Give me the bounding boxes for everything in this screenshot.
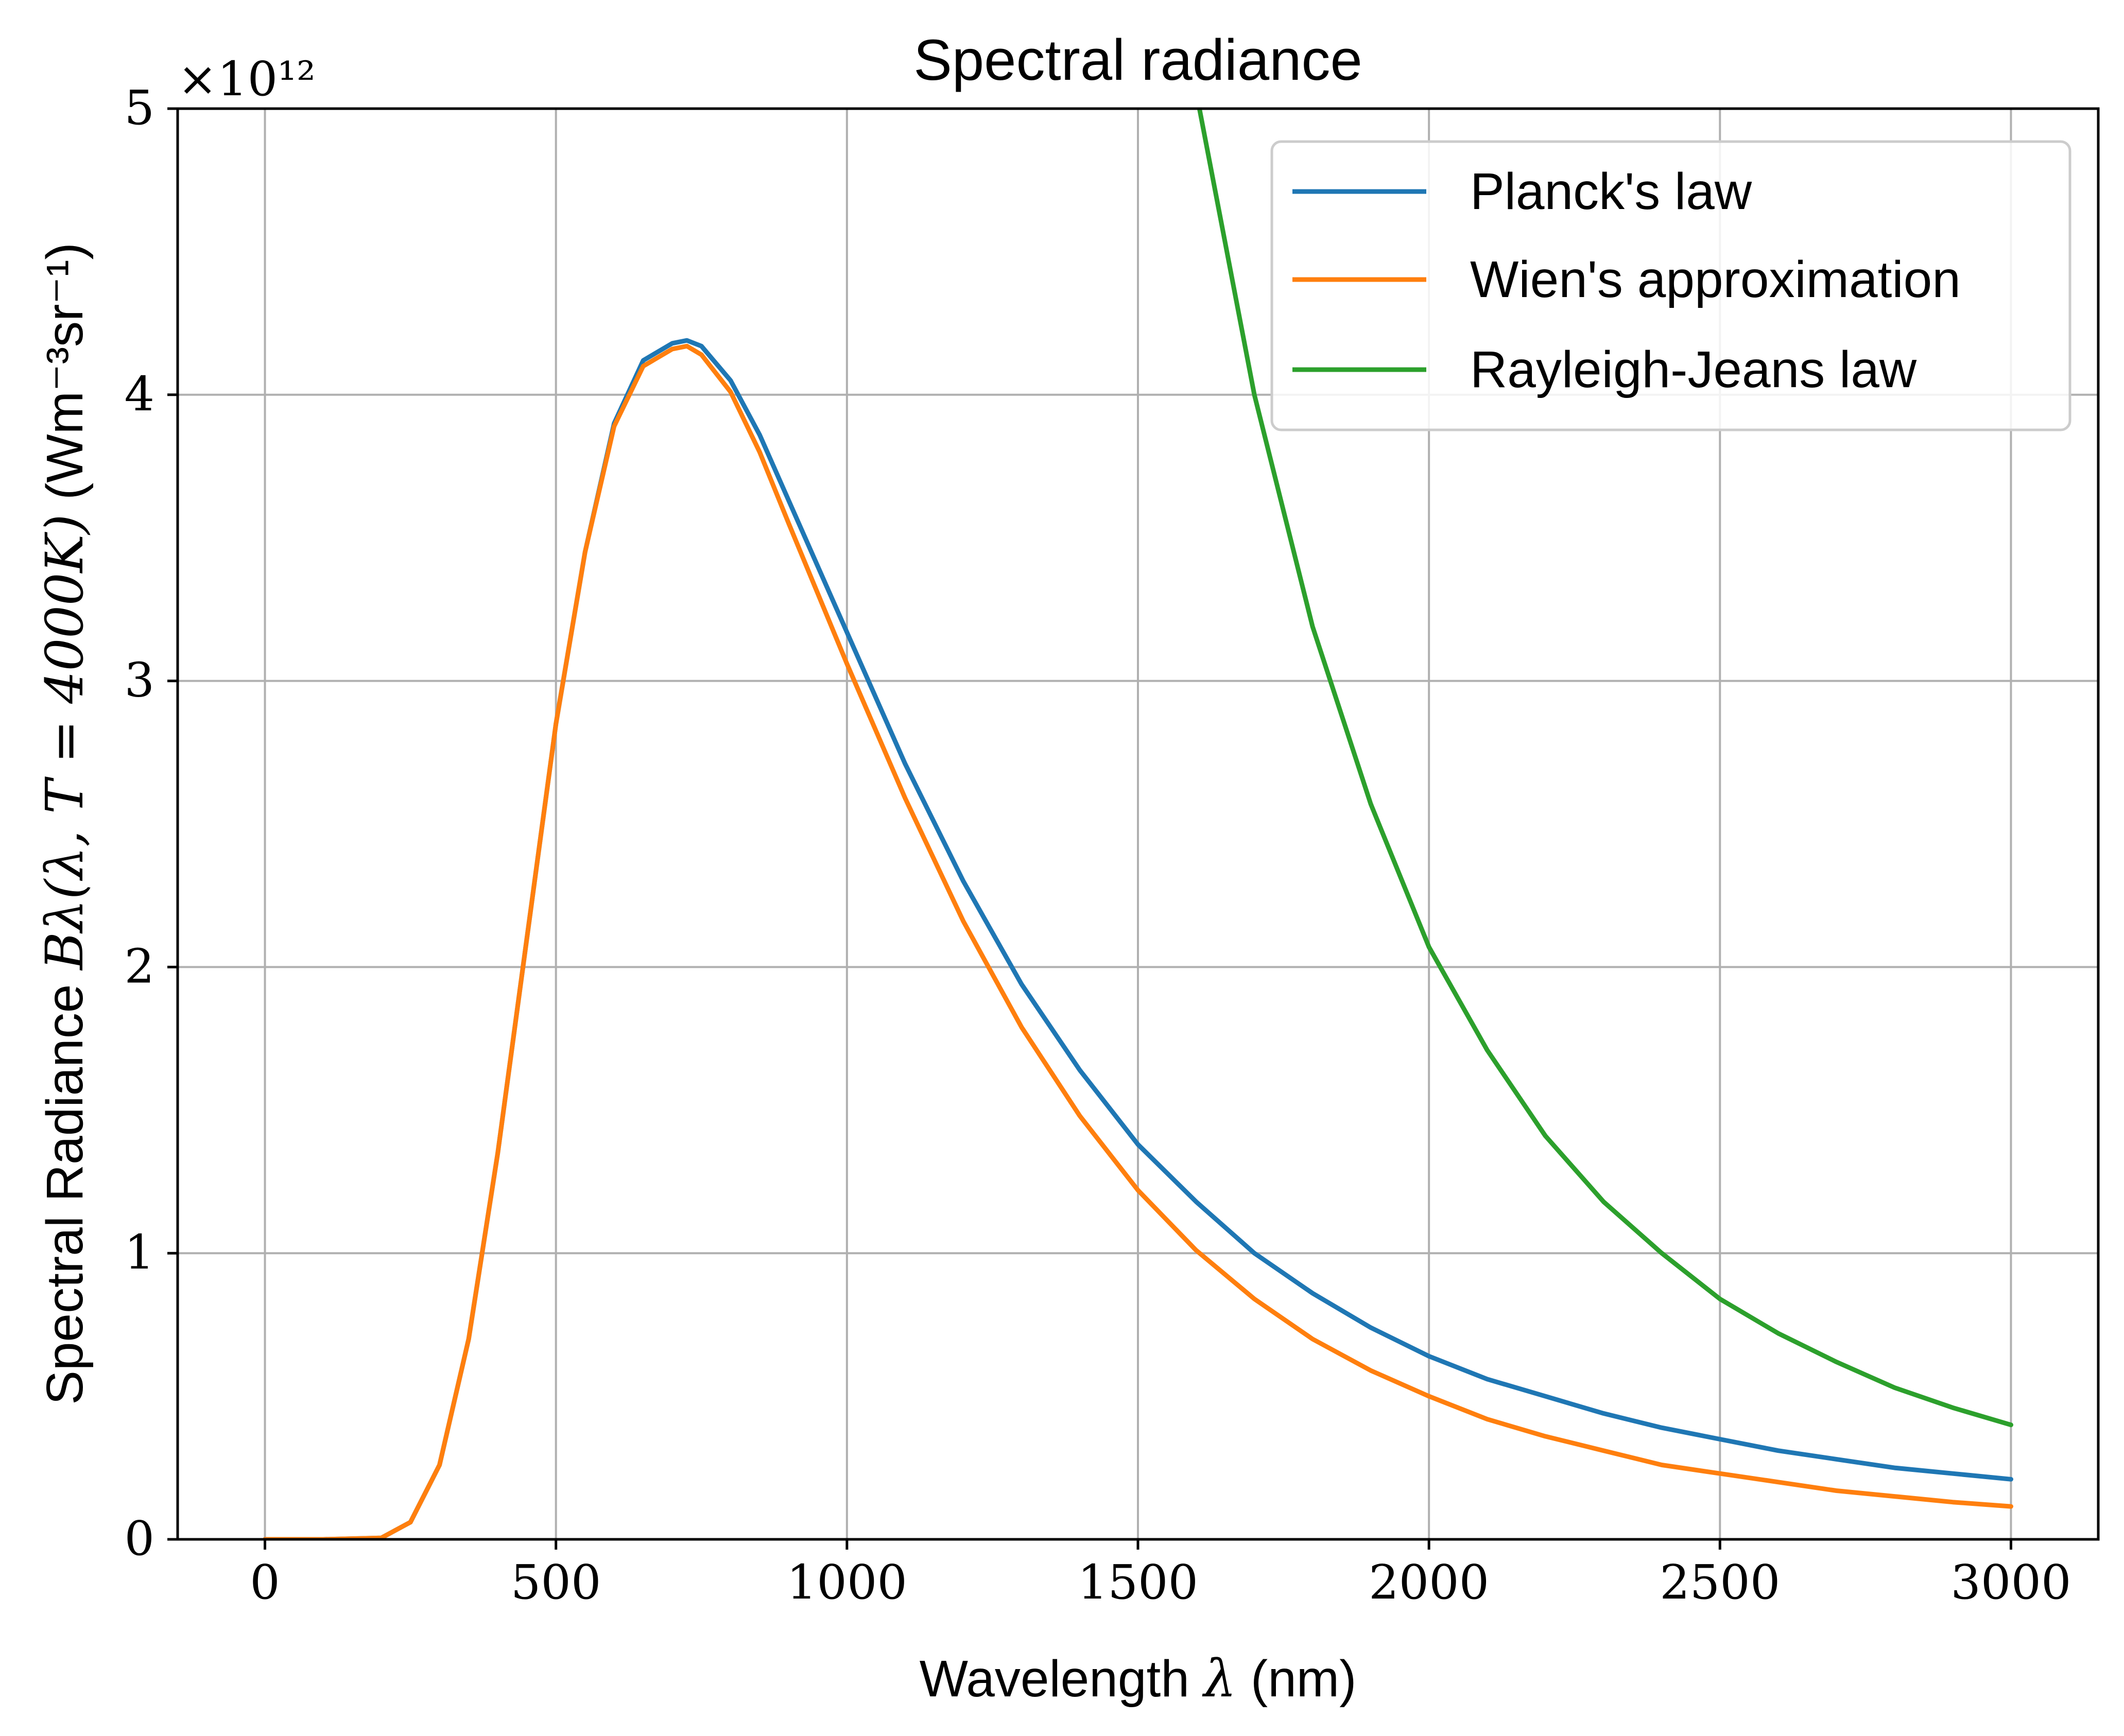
y-axis-label: Spectral Radiance Bλ(λ, T = 4000K) (Wm⁻³… <box>34 242 95 1405</box>
legend-label-planck: Planck's law <box>1470 163 1752 220</box>
x-tick-label: 2500 <box>1660 1555 1780 1610</box>
x-tick-label: 0 <box>250 1555 280 1610</box>
x-tick-label: 500 <box>511 1555 601 1610</box>
y-tick-label: 2 <box>124 939 154 994</box>
series-lines <box>263 109 2013 1539</box>
y-multiplier: ×10¹² <box>178 51 316 107</box>
series-line-rayleigh-jeans-law <box>1197 109 2013 1428</box>
x-axis-label-symbol: λ <box>1202 1648 1236 1709</box>
x-axis-label-prefix: Wavelength <box>920 1650 1204 1708</box>
y-axis-label-units: (Wm⁻³sr⁻¹) <box>36 242 94 500</box>
y-tick-label: 5 <box>124 80 154 135</box>
legend-label-rayleigh-jeans: Rayleigh-Jeans law <box>1470 341 1917 398</box>
y-tick-label: 1 <box>124 1225 154 1280</box>
y-tick-label: 0 <box>124 1511 154 1566</box>
x-tick-label: 3000 <box>1950 1555 2071 1610</box>
tick-labels: 0 500 1000 1500 2000 2500 3000 0 1 2 3 4 5 <box>124 80 2071 1610</box>
legend-label-wien: Wien's approximation <box>1470 251 1961 308</box>
x-tick-label: 1500 <box>1078 1555 1198 1610</box>
y-axis-label-space <box>36 500 94 514</box>
x-axis-label: Wavelength λ (nm) <box>920 1648 1357 1709</box>
y-tick-label: 4 <box>124 367 154 422</box>
tick-marks <box>167 107 2012 1550</box>
y-axis-label-prefix: Spectral Radiance <box>36 970 94 1405</box>
legend: Planck's law Wien's approximation Raylei… <box>1270 140 2071 431</box>
legend-box <box>1270 140 2071 431</box>
x-tick-label: 1000 <box>787 1555 907 1610</box>
chart-title: Spectral radiance <box>913 28 1362 92</box>
y-tick-label: 3 <box>124 653 154 708</box>
y-axis-label-math: Bλ(λ, T = 4000K) <box>34 514 95 971</box>
series-group <box>263 109 2013 1539</box>
x-tick-label: 2000 <box>1369 1555 1489 1610</box>
series-line-wien-s-approximation <box>263 343 2013 1539</box>
x-axis-label-suffix: (nm) <box>1236 1650 1356 1708</box>
